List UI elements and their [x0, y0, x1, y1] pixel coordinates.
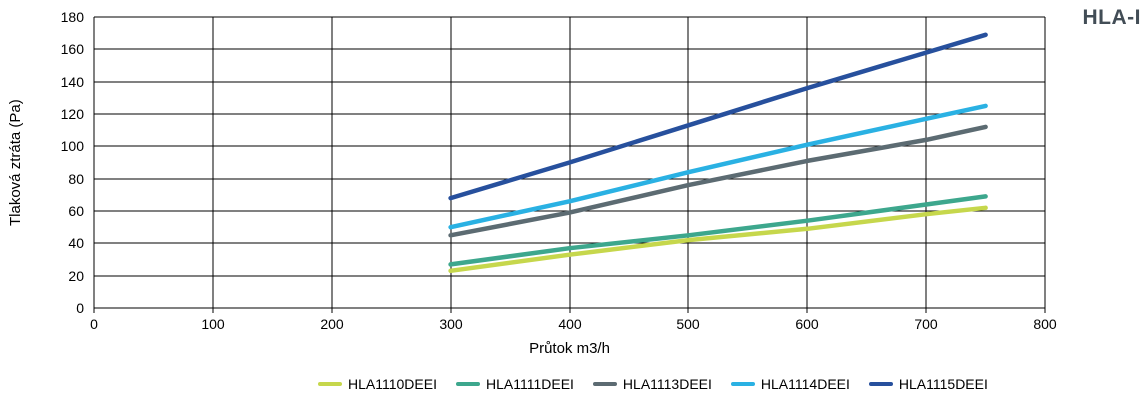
svg-text:0: 0 [90, 316, 98, 332]
series-line-HLA1111DEEI [448, 194, 988, 267]
legend-label-HLA1114DEEI: HLA1114DEEI [760, 376, 850, 392]
legend-item-HLA1115DEEI: HLA1115DEEI [868, 376, 988, 392]
svg-text:20: 20 [68, 268, 84, 284]
svg-text:160: 160 [61, 41, 85, 57]
legend-swatch-HLA1114DEEI [730, 381, 755, 387]
legend-item-HLA1110DEEI: HLA1110DEEI [318, 376, 437, 392]
svg-text:700: 700 [914, 316, 938, 332]
svg-text:80: 80 [68, 171, 84, 187]
series-line-HLA1115DEEI [448, 32, 988, 201]
svg-text:100: 100 [201, 316, 225, 332]
legend-item-HLA1113DEEI: HLA1113DEEI [592, 376, 712, 392]
svg-text:60: 60 [68, 203, 84, 219]
svg-text:0: 0 [76, 300, 84, 316]
svg-text:40: 40 [68, 235, 84, 251]
chart-title: HLA-I [1082, 6, 1141, 29]
axis-ticks [93, 308, 1046, 313]
series-line-HLA1114DEEI [448, 103, 988, 230]
svg-text:120: 120 [61, 106, 85, 122]
axis-tick-labels: 0 20 40 60 80 100 120 140 160 180 0 100 200 300 400 500… [61, 9, 1057, 332]
legend-swatch-HLA1113DEEI [592, 381, 617, 387]
legend-label-HLA1111DEEI: HLA1111DEEI [485, 376, 574, 392]
series-line-HLA1110DEEI [448, 205, 988, 274]
svg-text:500: 500 [676, 316, 700, 332]
svg-text:400: 400 [558, 316, 582, 332]
legend-swatch-HLA1110DEEI [318, 381, 342, 387]
legend-item-HLA1111DEEI: HLA1111DEEI [455, 376, 574, 392]
legend-swatch-HLA1115DEEI [868, 381, 893, 387]
series-line-HLA1113DEEI [448, 124, 988, 238]
legend-label-HLA1113DEEI: HLA1113DEEI [622, 376, 712, 392]
svg-text:200: 200 [320, 316, 344, 332]
series-lines [448, 32, 988, 274]
legend-label-HLA1110DEEI: HLA1110DEEI [348, 376, 437, 392]
legend-label-HLA1115DEEI: HLA1115DEEI [898, 376, 988, 392]
svg-text:800: 800 [1033, 316, 1057, 332]
svg-text:600: 600 [795, 316, 819, 332]
svg-text:100: 100 [61, 138, 85, 154]
legend-swatch-HLA1111DEEI [455, 381, 480, 387]
svg-text:300: 300 [439, 316, 463, 332]
svg-text:140: 140 [61, 74, 85, 90]
svg-text:180: 180 [61, 9, 85, 25]
legend-item-HLA1114DEEI: HLA1114DEEI [730, 376, 850, 392]
x-axis-label: Průtok m3/h [529, 340, 610, 357]
legend: HLA1110DEEI HLA1111DEEI HLA1113DEEI HLA1114… [318, 374, 988, 394]
